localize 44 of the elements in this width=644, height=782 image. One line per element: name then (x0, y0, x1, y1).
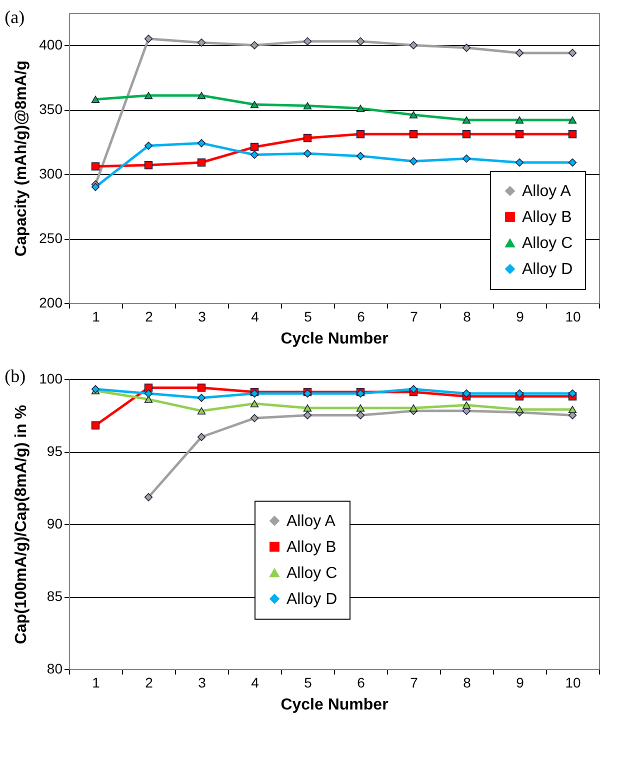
x-tick-label: 4 (251, 674, 260, 690)
x-tick-label: 1 (92, 674, 100, 690)
y-tick-label: 200 (39, 294, 63, 310)
y-axis-title: Capacity (mAh/g)@8mA/g (13, 60, 30, 257)
x-tick-label: 8 (463, 674, 472, 690)
x-tick-label: 8 (463, 308, 472, 324)
text: (a) (4, 7, 25, 27)
x-tick-label: 2 (145, 674, 154, 690)
x-tick-label: 7 (410, 308, 418, 324)
x-tick-label: 5 (304, 308, 312, 324)
text: (b) (4, 366, 26, 386)
x-tick-label: 4 (251, 308, 260, 324)
x-tick-label: 9 (516, 674, 524, 690)
x-axis-title: Cycle Number (280, 696, 388, 714)
x-tick-label: 7 (410, 674, 418, 690)
y-tick-label: 250 (39, 230, 63, 246)
y-tick-label: 300 (39, 166, 63, 182)
y-axis-title: Cap(100mA/g)/Cap(8mA/g) in % (13, 404, 30, 644)
y-tick-label: 85 (46, 588, 63, 604)
x-tick-label: 9 (516, 308, 524, 324)
legend-label: Alloy B (286, 538, 336, 556)
legend-label: Alloy D (286, 590, 338, 608)
y-tick-label: 100 (39, 370, 63, 386)
y-tick-label: 95 (46, 443, 63, 459)
y-tick-label: 80 (46, 660, 63, 676)
legend-label: Alloy A (286, 512, 336, 530)
x-tick-label: 1 (92, 308, 100, 324)
legend-label: Alloy C (522, 235, 573, 252)
legend-label: Alloy A (522, 183, 572, 200)
x-tick-label: 6 (357, 674, 366, 690)
x-tick-label: 2 (145, 308, 154, 324)
x-tick-label: 10 (565, 674, 581, 690)
y-tick-label: 400 (39, 36, 63, 53)
x-tick-label: 10 (565, 308, 581, 324)
y-tick-label: 90 (46, 516, 63, 532)
x-tick-label: 3 (198, 308, 206, 324)
legend-label: Alloy D (522, 261, 573, 278)
legend-label: Alloy C (286, 564, 338, 582)
legend-label: Alloy B (522, 209, 572, 226)
y-tick-label: 350 (39, 101, 63, 118)
x-tick-label: 3 (198, 674, 206, 690)
x-axis-title: Cycle Number (280, 330, 388, 348)
x-tick-label: 6 (357, 308, 366, 324)
x-tick-label: 5 (304, 674, 312, 690)
